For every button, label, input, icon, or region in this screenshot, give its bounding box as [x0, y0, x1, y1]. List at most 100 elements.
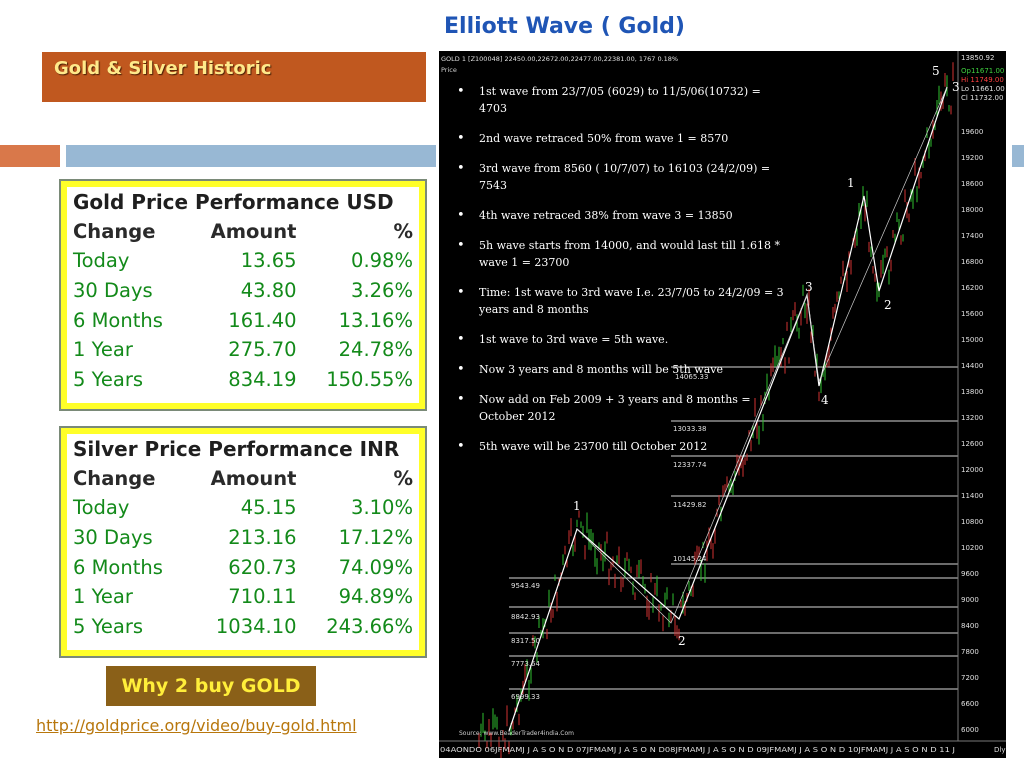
silver-header-percent: % — [393, 466, 413, 490]
price-axis-label: 9600 — [961, 570, 979, 578]
level-value-label: 9543.49 — [511, 582, 540, 590]
table-row: Today 45.15 3.10% — [67, 493, 419, 523]
time-axis-labels: 04AONDO 06JFMAMJ J A S O N D 07JFMAMJ J … — [440, 746, 955, 754]
wave-label: 2 — [678, 634, 686, 648]
gold-cell: Today — [73, 249, 130, 273]
silver-cell: 94.89% — [338, 585, 413, 609]
list-item: 5th wave will be 23700 till October 2012 — [457, 438, 787, 455]
list-item: 1st wave to 3rd wave = 5th wave. — [457, 331, 787, 348]
gold-header-change: Change — [73, 219, 156, 243]
price-axis-label: 13800 — [961, 388, 983, 396]
silver-cell: 3.10% — [351, 496, 413, 520]
price-axis-label: 10800 — [961, 518, 983, 526]
chart-canvas: 1 2 3 4 1 2 3 5 14065.33 13033.38 12337.… — [439, 51, 1006, 758]
silver-cell: 45.15 — [240, 496, 297, 520]
gold-cell: 275.70 — [228, 338, 297, 362]
price-axis-label: Lo 11661.00 — [961, 85, 1005, 93]
silver-cell: 74.09% — [338, 555, 413, 579]
silver-cell: 620.73 — [228, 555, 297, 579]
gold-cell: 24.78% — [338, 338, 413, 362]
chart-price-label: Price — [441, 66, 457, 74]
level-value-label: 10145.24 — [673, 555, 707, 563]
table-row: 30 Days 213.16 17.12% — [67, 523, 419, 553]
list-item: Now add on Feb 2009 + 3 years and 8 mont… — [457, 391, 787, 425]
price-axis-label: 11400 — [961, 492, 983, 500]
silver-header-change: Change — [73, 466, 156, 490]
price-axis-label: 18000 — [961, 206, 983, 214]
wave-label: 5 — [932, 64, 940, 78]
gold-header-percent: % — [393, 219, 413, 243]
price-axis-labels: 13850.92 Op11671.00 Hi 11749.00 Lo 11661… — [961, 54, 1005, 734]
gold-cell: 5 Years — [73, 367, 144, 391]
level-value-label: 8842.93 — [511, 613, 540, 621]
level-value-label: 13033.38 — [673, 425, 706, 433]
price-axis-label: Op11671.00 — [961, 67, 1004, 75]
silver-cell: Today — [73, 496, 130, 520]
why-buy-gold-button[interactable]: Why 2 buy GOLD — [106, 666, 316, 706]
price-axis-label: 6600 — [961, 700, 979, 708]
gold-cell: 3.26% — [351, 279, 413, 303]
price-axis-label: 13200 — [961, 414, 983, 422]
price-axis-label: 15000 — [961, 336, 983, 344]
silver-cell: 710.11 — [228, 585, 297, 609]
price-axis-label: Hi 11749.00 — [961, 76, 1004, 84]
gold-performance-panel: Gold Price Performance USD Change Amount… — [59, 179, 427, 411]
chart-source-text: Source: www.BeaderTrader4india.Com — [459, 730, 574, 737]
price-axis-label: 18600 — [961, 180, 983, 188]
wave-label: 3 — [952, 80, 960, 94]
page-title: Elliott Wave ( Gold) — [444, 14, 685, 39]
accent-bar-center — [66, 145, 436, 167]
price-axis-label: 6000 — [961, 726, 979, 734]
silver-cell: 30 Days — [73, 526, 153, 550]
silver-performance-table: Silver Price Performance INR Change Amou… — [67, 434, 419, 641]
list-item: 2nd wave retraced 50% from wave 1 = 8570 — [457, 130, 787, 147]
silver-header-amount: Amount — [210, 466, 297, 490]
price-axis-label: 7800 — [961, 648, 979, 656]
gold-table-title: Gold Price Performance USD — [73, 189, 394, 214]
table-row: 30 Days 43.80 3.26% — [67, 276, 419, 306]
price-axis-label: 15600 — [961, 310, 983, 318]
gold-cell: 13.16% — [338, 308, 413, 332]
gold-cell: 161.40 — [228, 308, 297, 332]
gold-cell: 13.65 — [240, 249, 297, 273]
silver-cell: 5 Years — [73, 614, 144, 638]
level-value-label: 11429.82 — [673, 501, 706, 509]
price-axis-label: 16200 — [961, 284, 983, 292]
list-item: 3rd wave from 8560 ( 10/7/07) to 16103 (… — [457, 160, 787, 194]
price-axis-label: 9000 — [961, 596, 979, 604]
elliott-wave-chart: 1 2 3 4 1 2 3 5 14065.33 13033.38 12337.… — [439, 51, 1006, 758]
wave-labels: 1 2 3 4 1 2 3 5 — [573, 64, 960, 648]
price-axis-label: 7200 — [961, 674, 979, 682]
price-axis-label: Cl 11732.00 — [961, 94, 1003, 102]
wave-label: 1 — [573, 499, 581, 513]
section-header: Gold & Silver Historic — [42, 52, 426, 102]
list-item: Time: 1st wave to 3rd wave I.e. 23/7/05 … — [457, 284, 787, 318]
chart-header-text: GOLD 1 [Z100048] 22450.00,22672.00,22477… — [441, 55, 678, 63]
buy-gold-link[interactable]: http://goldprice.org/video/buy-gold.html — [36, 716, 357, 735]
accent-bar-left — [0, 145, 60, 167]
gold-header-amount: Amount — [210, 219, 297, 243]
silver-cell: 6 Months — [73, 555, 163, 579]
silver-cell: 1 Year — [73, 585, 133, 609]
gold-cell: 43.80 — [240, 279, 297, 303]
gold-cell: 0.98% — [351, 249, 413, 273]
gold-performance-table: Gold Price Performance USD Change Amount… — [67, 187, 419, 394]
price-axis-label: 13850.92 — [961, 54, 994, 62]
accent-bar-right — [1012, 145, 1024, 167]
table-row: 1 Year 710.11 94.89% — [67, 582, 419, 612]
silver-performance-panel: Silver Price Performance INR Change Amou… — [59, 426, 427, 658]
wave-label: 2 — [884, 298, 892, 312]
section-title: Gold & Silver Historic — [54, 58, 272, 79]
silver-table-title: Silver Price Performance INR — [73, 436, 400, 461]
wave-label: 4 — [821, 393, 829, 407]
table-row: 6 Months 161.40 13.16% — [67, 305, 419, 335]
gold-cell: 150.55% — [326, 367, 413, 391]
wave-notes-list: 1st wave from 23/7/05 (6029) to 11/5/06(… — [457, 83, 787, 468]
price-axis-label: 19600 — [961, 128, 983, 136]
level-value-label: 6999.33 — [511, 693, 540, 701]
silver-cell: 17.12% — [338, 526, 413, 550]
silver-cell: 243.66% — [326, 614, 413, 638]
wave-label: 3 — [805, 280, 813, 294]
price-axis-label: 10200 — [961, 544, 983, 552]
time-axis-end-label: Dly — [994, 746, 1005, 754]
